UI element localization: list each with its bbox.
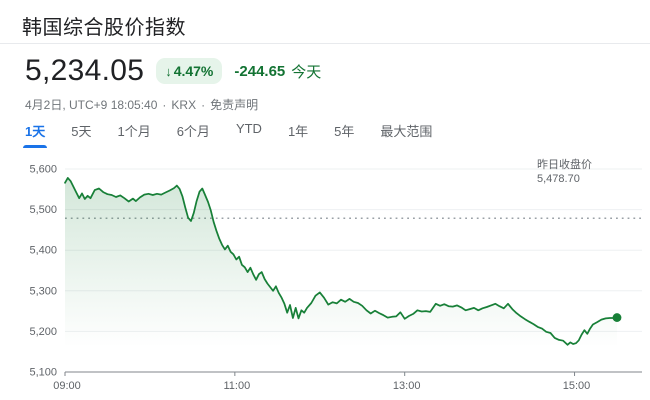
- x-axis-label: 11:00: [223, 380, 250, 392]
- y-axis-label: 5,500: [29, 204, 57, 216]
- x-axis-label: 09:00: [53, 380, 81, 392]
- quote-meta: 4月2日, UTC+9 18:05:40 · KRX · 免责声明: [25, 96, 258, 113]
- tab-max[interactable]: 最大范围: [380, 124, 433, 139]
- x-axis-label: 13:00: [393, 380, 421, 392]
- tab-5y[interactable]: 5年: [334, 124, 355, 139]
- tab-5d[interactable]: 5天: [71, 124, 92, 139]
- prev-close-text: 昨日收盘价: [537, 159, 592, 171]
- y-axis-label: 5,100: [29, 367, 57, 379]
- range-tabs: 1天 5天 1个月 6个月 YTD 1年 5年 最大范围: [22, 121, 433, 148]
- area-fill: [65, 177, 617, 372]
- x-axis-label: 15:00: [563, 380, 591, 392]
- header-divider: [0, 43, 650, 44]
- tab-1m[interactable]: 1个月: [117, 124, 151, 139]
- tab-1y[interactable]: 1年: [287, 124, 309, 139]
- change-percent: 4.47%: [173, 63, 214, 79]
- prev-close-label: 昨日收盘价 5,478.70: [537, 158, 595, 186]
- price-chart: 5,600 5,500 5,400 5,300 5,200 5,100 09:00 11:00…: [0, 152, 650, 400]
- tab-ytd[interactable]: YTD: [235, 121, 262, 136]
- down-arrow-icon: ↓: [165, 63, 172, 79]
- tab-6m[interactable]: 6个月: [176, 124, 210, 139]
- change-percent-badge: ↓ 4.47%: [156, 58, 223, 84]
- page-title: 韩国综合股价指数: [22, 17, 186, 39]
- meta-separator: ·: [162, 97, 167, 112]
- y-axis-label: 5,200: [29, 326, 57, 338]
- change-period: 今天: [291, 63, 322, 81]
- price-summary: 5,234.05 ↓ 4.47% -244.65 今天: [25, 54, 321, 88]
- exchange-name: KRX: [171, 97, 197, 112]
- tab-1d[interactable]: 1天: [22, 121, 48, 148]
- price-line: [64, 177, 618, 346]
- y-axis-label: 5,600: [29, 164, 57, 176]
- y-axis-label: 5,300: [29, 285, 57, 297]
- prev-close-value: 5,478.70: [537, 173, 580, 185]
- quote-datetime: 4月2日, UTC+9 18:05:40: [25, 98, 158, 112]
- last-price-dot: [612, 313, 622, 322]
- y-axis-label: 5,400: [29, 245, 57, 257]
- meta-separator: ·: [201, 97, 206, 112]
- current-price: 5,234.05: [25, 54, 145, 87]
- change-value: -244.65: [234, 62, 286, 80]
- disclaimer-link[interactable]: 免责声明: [210, 98, 259, 112]
